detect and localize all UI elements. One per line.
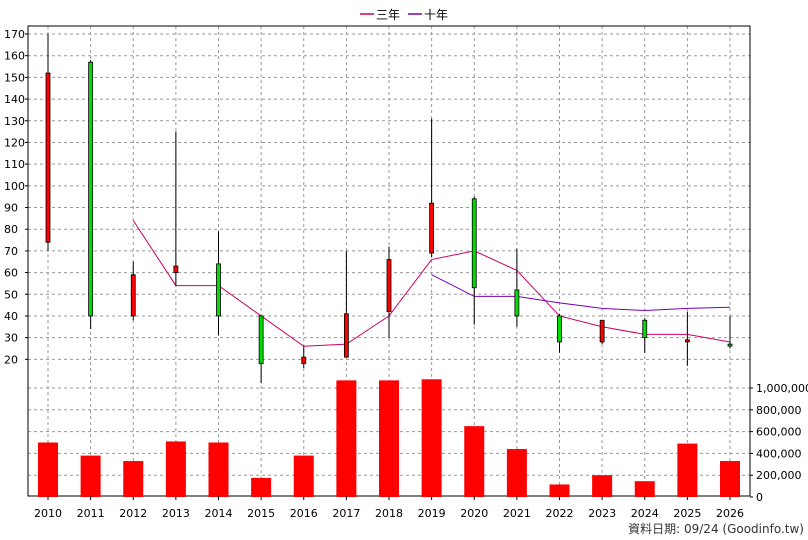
volume-bar (720, 461, 740, 497)
volume-tick-label: 600,000 (756, 426, 802, 439)
volume-bar (123, 461, 144, 497)
candle-body (216, 263, 221, 317)
price-tick-label: 100 (4, 180, 25, 193)
volume-bar (506, 449, 527, 497)
x-axis-ticks: 2010 2011 2012 2013 2014 2015 2016 2017 2018 2019… (34, 496, 744, 520)
x-tick-label: 2020 (460, 507, 488, 520)
price-tick-label: 160 (4, 50, 25, 63)
x-tick-label: 2019 (418, 507, 446, 520)
x-tick-label: 2014 (205, 507, 233, 520)
price-tick-label: 120 (4, 136, 25, 149)
volume-bar (336, 380, 357, 497)
price-tick-label: 90 (4, 202, 18, 215)
x-tick-label: 2024 (631, 507, 659, 520)
x-tick-label: 2026 (716, 507, 744, 520)
candle-body (514, 289, 520, 317)
x-tick-label: 2015 (247, 507, 275, 520)
candle-body (45, 72, 51, 243)
volume-axis-ticks: 0 200,000 400,000 600,000 800,000 1,000,000 (750, 382, 808, 504)
volume-bar (549, 484, 570, 497)
candle-body (684, 339, 690, 343)
x-tick-label: 2025 (673, 507, 701, 520)
x-tick-label: 2016 (290, 507, 318, 520)
x-tick-label: 2012 (119, 507, 147, 520)
volume-bar (421, 379, 442, 497)
candle-body (429, 202, 435, 254)
volume-tick-label: 400,000 (756, 447, 802, 460)
price-tick-label: 150 (4, 71, 25, 84)
volume-bar (464, 426, 485, 497)
volume-bar (379, 380, 399, 497)
volume-bar (208, 442, 229, 497)
legend: 三年 十年 (360, 8, 448, 22)
x-tick-label: 2023 (588, 507, 616, 520)
candle-body (471, 198, 477, 289)
x-tick-label: 2018 (375, 507, 403, 520)
price-tick-label: 80 (4, 223, 18, 236)
volume-bar (293, 455, 314, 497)
price-axis-ticks: 20 30 40 50 60 70 80 90 100 110 120 130 140 150 160 170 (4, 28, 28, 366)
price-tick-label: 130 (4, 115, 25, 128)
price-tick-label: 140 (4, 93, 25, 106)
credit-text: 資料日期: 09/24 (Goodinfo.tw) (628, 522, 804, 536)
price-tick-label: 110 (4, 158, 25, 171)
x-tick-label: 2022 (546, 507, 574, 520)
price-tick-label: 50 (4, 288, 18, 301)
volume-tick-label: 0 (756, 491, 763, 504)
volume-bar (634, 481, 655, 497)
volume-bars (38, 379, 740, 497)
candle-body (557, 315, 562, 343)
volume-bar (80, 455, 101, 497)
x-tick-label: 2017 (332, 507, 360, 520)
volume-bar (165, 441, 186, 497)
candle-body (130, 274, 136, 317)
volume-bar (677, 443, 698, 497)
price-tick-label: 170 (4, 28, 25, 41)
candle-body (386, 259, 392, 312)
candle-body (343, 313, 349, 358)
candle-body (599, 319, 605, 343)
candlesticks (45, 34, 733, 384)
price-tick-label: 70 (4, 245, 18, 258)
candle-body (173, 265, 179, 273)
x-tick-label: 2021 (503, 507, 531, 520)
candle-body (88, 61, 94, 317)
volume-bar (38, 442, 58, 497)
price-tick-label: 60 (4, 267, 18, 280)
candle-body (301, 356, 307, 365)
legend-label: 三年 (376, 8, 400, 22)
x-tick-label: 2011 (77, 507, 105, 520)
volume-tick-label: 200,000 (756, 469, 802, 482)
ma-line (431, 274, 731, 312)
x-tick-label: 2013 (162, 507, 190, 520)
volume-tick-label: 1,000,000 (756, 382, 808, 395)
legend-label: 十年 (424, 8, 448, 22)
price-tick-label: 40 (4, 310, 18, 323)
moving-average-lines (132, 220, 731, 347)
ma-line (132, 220, 731, 347)
volume-bar (592, 475, 613, 497)
price-tick-label: 30 (4, 332, 18, 345)
volume-bar (251, 477, 272, 497)
candle-body (258, 315, 264, 365)
candle-body (642, 319, 648, 339)
price-tick-label: 20 (4, 353, 18, 366)
x-tick-label: 2010 (34, 507, 62, 520)
candle-body (727, 343, 733, 347)
volume-tick-label: 800,000 (756, 404, 802, 417)
